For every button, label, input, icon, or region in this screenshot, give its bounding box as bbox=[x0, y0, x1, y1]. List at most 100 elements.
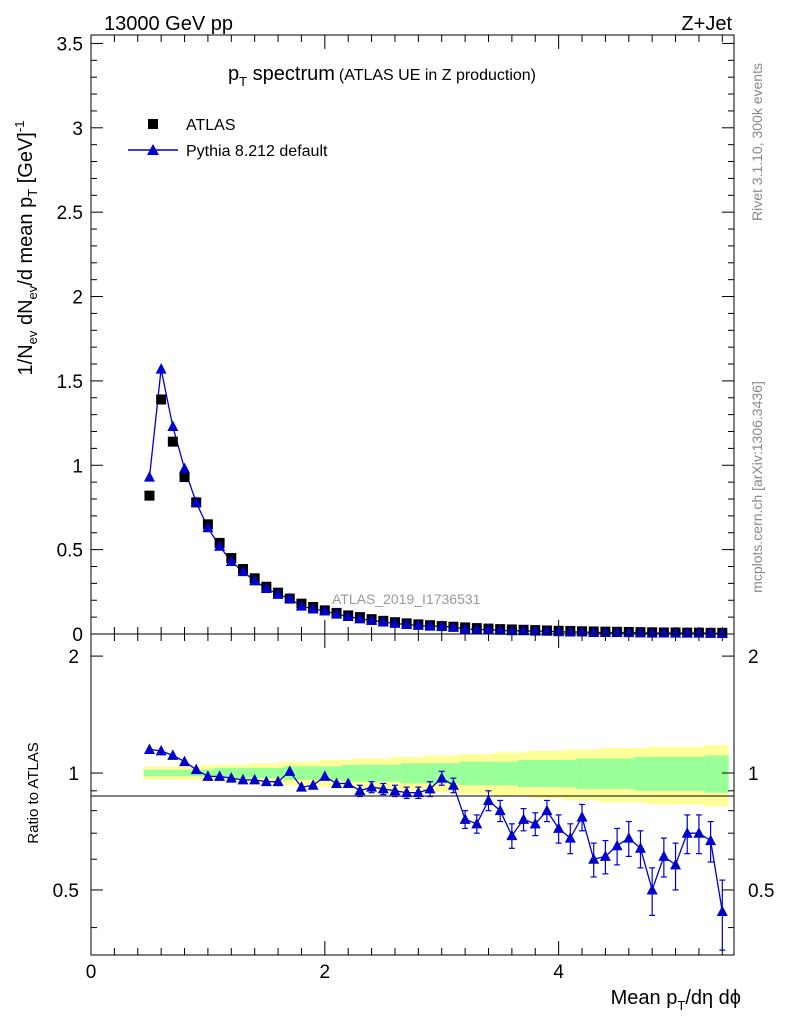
ratio-point bbox=[716, 905, 728, 917]
main-y-tick-label: 1 bbox=[72, 456, 83, 477]
ratio-point bbox=[623, 832, 635, 843]
pythia-point bbox=[482, 623, 494, 634]
pythia-point bbox=[506, 624, 518, 636]
ratio-point bbox=[260, 775, 272, 787]
ratio-point bbox=[295, 781, 307, 792]
xlabel-a: Mean p bbox=[611, 987, 678, 1009]
ylabel-c: /d mean p bbox=[15, 197, 37, 286]
ratio-point bbox=[494, 804, 506, 816]
pythia-point bbox=[412, 619, 424, 630]
pythia-point bbox=[447, 621, 459, 632]
pythia-point bbox=[377, 616, 389, 627]
main-ylabel: 1/Nev dNev/d mean pT [GeV]-1 bbox=[12, 121, 40, 376]
pythia-point bbox=[681, 626, 693, 638]
ratio-point bbox=[155, 744, 167, 756]
ratio-point bbox=[354, 784, 366, 796]
ratio-band-inner bbox=[494, 761, 507, 786]
title-p-sub: T bbox=[239, 74, 247, 89]
ratio-band-inner bbox=[307, 766, 320, 780]
ratio-point bbox=[143, 743, 155, 754]
mcplots-label: mcplots.cern.ch [arXiv:1306.3436] bbox=[749, 381, 765, 593]
pythia-point bbox=[424, 620, 436, 631]
ratio-point bbox=[307, 779, 319, 790]
ratio-point bbox=[424, 782, 436, 794]
rivet-label: Rivet 3.1.10, 300k events bbox=[749, 63, 765, 221]
header-energy: 13000 GeV pp bbox=[104, 13, 233, 35]
ylabel-a: 1/N bbox=[15, 344, 37, 375]
legend: ATLAS Pythia 8.212 default bbox=[128, 117, 328, 160]
main-y-tick-label: 1.5 bbox=[57, 372, 83, 393]
ratio-ticks bbox=[90, 634, 734, 955]
ratio-point bbox=[634, 842, 646, 853]
main-y-ticklabels: 0 0.5 1 1.5 2 2.5 3 3.5 bbox=[57, 34, 83, 646]
pythia-point bbox=[260, 582, 272, 593]
main-y-tick-label: 0 bbox=[72, 625, 83, 646]
ratio-point bbox=[401, 786, 413, 798]
legend-pythia-marker bbox=[147, 144, 159, 155]
ratio-band-inner bbox=[237, 768, 250, 779]
chart-title: pT spectrum (ATLAS UE in Z production) bbox=[228, 63, 536, 89]
ratio-point bbox=[588, 853, 600, 864]
pythia-point bbox=[471, 623, 483, 635]
ratio-point bbox=[225, 772, 237, 783]
ylabel-d-sup: -1 bbox=[12, 121, 27, 133]
ratio-point bbox=[272, 775, 284, 787]
ratio-band-inner bbox=[704, 755, 717, 793]
pythia-point bbox=[436, 620, 448, 631]
ratio-band-inner bbox=[389, 764, 402, 782]
pythia-point bbox=[366, 614, 378, 626]
ratio-band-inner bbox=[634, 756, 647, 791]
analysis-tag: ATLAS_2019_I1736531 bbox=[332, 591, 481, 607]
ratio-band-inner bbox=[470, 761, 484, 786]
pythia-point bbox=[319, 604, 331, 616]
ylabel-b: dN bbox=[15, 299, 37, 330]
ratio-y-tick-label: 0.5 bbox=[53, 881, 79, 902]
pythia-point bbox=[518, 624, 530, 636]
ratio-band-inner bbox=[412, 763, 425, 784]
ratio-point bbox=[471, 817, 483, 829]
legend-atlas-marker bbox=[148, 119, 158, 129]
ratio-y-tick-label: 2 bbox=[68, 647, 79, 668]
ratio-point bbox=[389, 784, 401, 796]
title-note: (ATLAS UE in Z production) bbox=[339, 67, 536, 84]
ratio-band-inner bbox=[693, 756, 706, 791]
pythia-point bbox=[670, 627, 682, 638]
main-y-tick-label: 2.5 bbox=[57, 203, 83, 224]
xlabel-b: /dη dϕ bbox=[685, 987, 741, 1009]
ratio-point bbox=[179, 755, 191, 767]
pythia-point bbox=[646, 627, 658, 638]
ratio-point bbox=[190, 763, 202, 775]
title-p: p bbox=[228, 63, 239, 85]
ratio-point bbox=[553, 822, 565, 833]
pythia-point bbox=[214, 540, 226, 551]
ratio-band-inner bbox=[424, 763, 437, 784]
ratio-y-tick-label: 1 bbox=[68, 764, 79, 785]
ratio-band-inner bbox=[529, 760, 542, 788]
atlas-point bbox=[179, 472, 190, 483]
pythia-point bbox=[354, 612, 366, 624]
ratio-band-inner bbox=[155, 769, 168, 777]
ratio-band-inner bbox=[669, 756, 682, 791]
ratio-band-inner bbox=[459, 761, 472, 786]
pythia-point bbox=[155, 363, 167, 374]
ratio-point bbox=[447, 779, 459, 790]
main-y-ticks bbox=[91, 42, 734, 635]
ratio-band-inner bbox=[541, 760, 554, 788]
ratio-point bbox=[214, 770, 226, 781]
ratio-band-inner bbox=[506, 761, 519, 786]
pythia-point bbox=[693, 626, 705, 638]
main-data bbox=[143, 363, 728, 638]
pythia-point bbox=[237, 565, 249, 577]
ratio-point bbox=[681, 827, 693, 838]
ratio-band-inner bbox=[248, 768, 262, 779]
ratio-panel: 0.5 0.5 1 1 2 2 0 2 4 Ratio to ATLAS Mean pT/dη … bbox=[25, 633, 774, 1013]
ratio-point bbox=[611, 839, 623, 851]
pythia-point bbox=[295, 600, 307, 611]
ratio-data bbox=[143, 743, 728, 951]
ratio-y-tick-label-right: 0.5 bbox=[748, 881, 774, 902]
ratio-band-inner bbox=[552, 760, 565, 788]
main-panel: 00.511.522.533.5 pT spectrum (ATLAS UE in… bbox=[12, 34, 735, 646]
ratio-band-inner bbox=[260, 768, 273, 779]
ratio-point bbox=[541, 804, 553, 816]
